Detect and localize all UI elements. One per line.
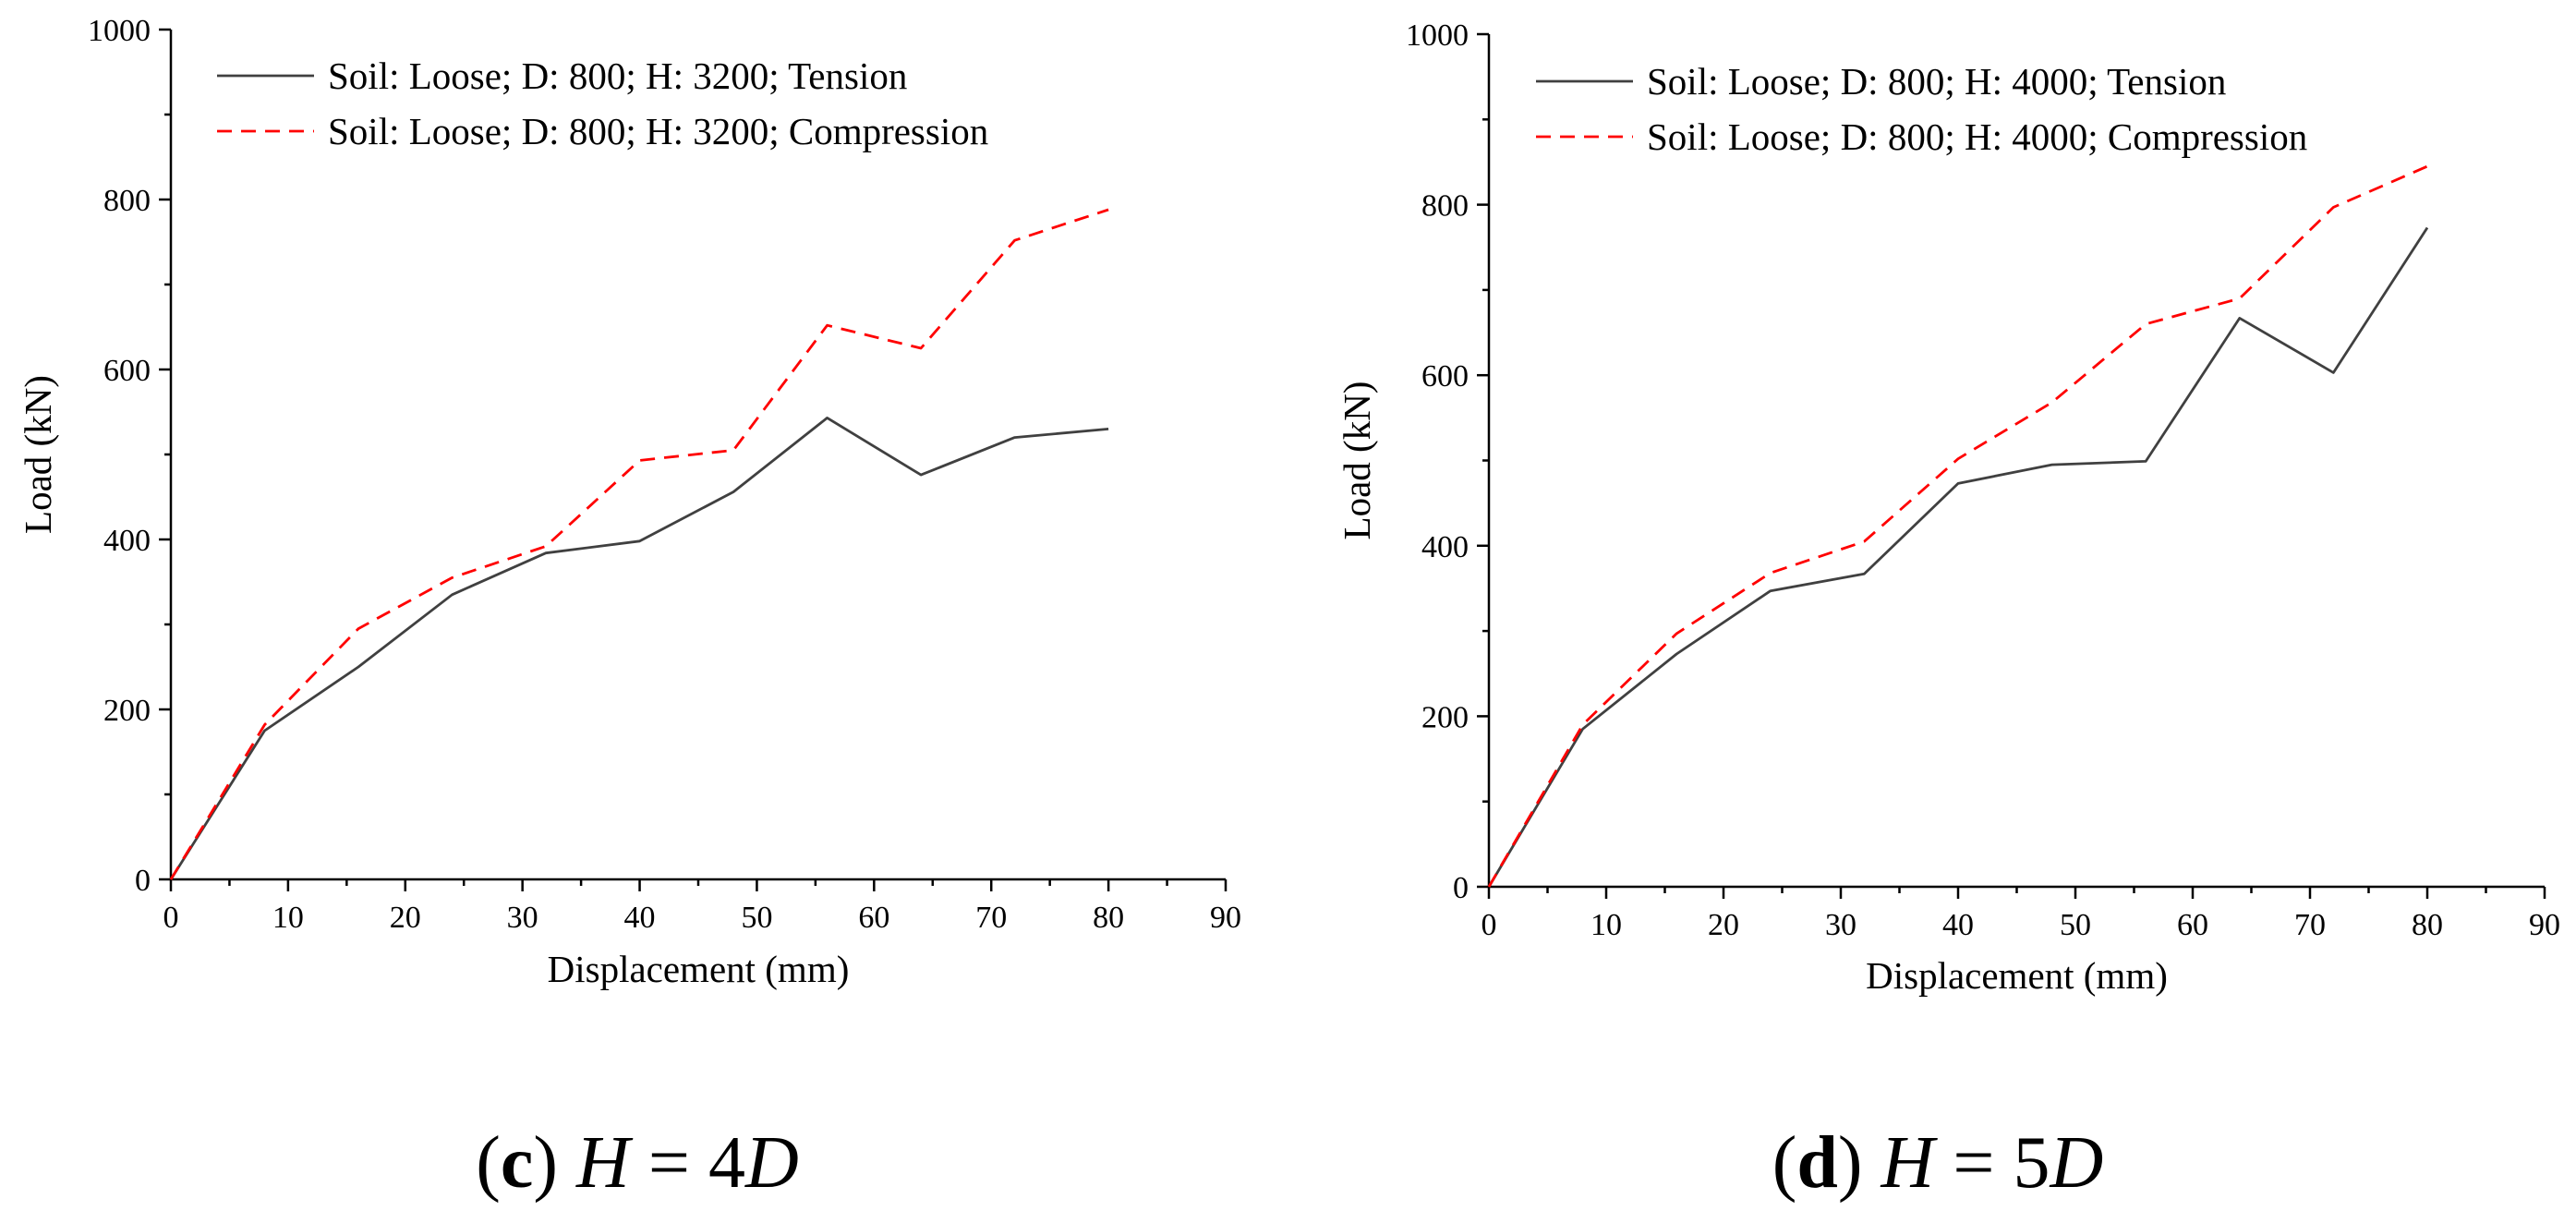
chart-d-x-tick-label: 60 [2177,908,2208,942]
chart-d-y-axis-title: Load (kN) [1336,381,1378,540]
chart-d-y-tick-label: 0 [1453,871,1469,905]
chart-d-x-tick-label: 0 [1482,908,1497,942]
chart-d-y-tick-label: 1000 [1406,18,1469,53]
chart-d-caption-part: D [2049,1122,2103,1204]
chart-c-legend-label: Soil: Loose; D: 800; H: 3200; Tension [328,54,907,97]
chart-c-x-tick-label: 50 [741,901,772,935]
chart-c-x-tick-label: 90 [1210,901,1241,935]
chart-c-x-tick-label: 40 [624,901,656,935]
chart-c-x-tick-label: 20 [390,901,421,935]
chart-d-caption: (d) H = 5D [1772,1122,2103,1204]
chart-d-x-tick-label: 30 [1825,908,1856,942]
chart-d-x-tick-label: 20 [1708,908,1739,942]
chart-d-x-tick-label: 90 [2529,908,2560,942]
chart-c-x-tick-label: 0 [163,901,179,935]
chart-d-y-tick-label: 400 [1421,530,1469,564]
chart-d-legend-label: Soil: Loose; D: 800; H: 4000; Compressio… [1647,115,2307,158]
chart-d-caption-part: H [1881,1122,1939,1204]
chart-c-caption-part: = [630,1122,708,1204]
chart-c-caption-part: H [575,1122,634,1204]
chart-c-x-tick-label: 80 [1093,901,1124,935]
chart-panel-c: 0 10 20 30 40 50 60 70 80 90 0 200 400 600 800 1000 Disp… [17,14,1241,1204]
chart-d-caption-part: ) [1838,1122,1881,1204]
chart-c-caption-part: 4 [708,1122,745,1204]
chart-c-x-tick-label: 70 [975,901,1007,935]
chart-panel-d: 0 10 20 30 40 50 60 70 80 90 0 200 400 600 800 1000 Disp… [1336,18,2560,1204]
chart-c-caption-part: c [501,1122,534,1204]
chart-d-x-tick-label: 10 [1590,908,1622,942]
chart-c-caption-part: ( [476,1122,501,1204]
chart-c-y-tick-label: 200 [103,694,151,728]
chart-c-caption-part: D [744,1122,799,1204]
chart-c-caption: (c) H = 4D [476,1122,798,1204]
chart-c-y-tick-label: 800 [103,184,151,218]
chart-d-caption-part: ( [1772,1122,1797,1204]
chart-d-series-tension-line [1487,226,2429,888]
chart-d-x-tick-label: 40 [1942,908,1974,942]
chart-d-x-tick-label: 70 [2294,908,2326,942]
chart-c-series-tension-line [169,416,1109,880]
chart-d-caption-part: 5 [2013,1122,2050,1204]
chart-c-x-tick-label: 60 [858,901,889,935]
chart-d-x-axis-title: Displacement (mm) [1866,954,2168,997]
chart-d-legend-label: Soil: Loose; D: 800; H: 4000; Tension [1647,60,2226,103]
chart-c-x-axis-title: Displacement (mm) [548,948,850,990]
chart-c-x-tick-label: 30 [507,901,538,935]
chart-c-y-tick-label: 600 [103,354,151,388]
chart-d-caption-part: = [1934,1122,2013,1204]
chart-c-y-tick-label: 0 [135,864,151,898]
chart-d-y-tick-label: 200 [1421,700,1469,734]
chart-c-caption-part: ) [533,1122,576,1204]
chart-c-y-axis-title: Load (kN) [17,375,59,534]
chart-d-y-tick-label: 800 [1421,189,1469,224]
chart-d-x-tick-label: 50 [2060,908,2091,942]
chart-d-x-tick-label: 80 [2412,908,2443,942]
chart-d-series-compression-line [1487,164,2428,888]
chart-c-y-tick-label: 400 [103,524,151,558]
chart-c-y-tick-label: 1000 [88,14,151,48]
chart-d-caption-part: d [1796,1122,1838,1204]
chart-c-x-tick-label: 10 [272,901,304,935]
chart-d-y-tick-label: 600 [1421,359,1469,394]
chart-c-series-compression-line [169,208,1109,880]
chart-c-legend-label: Soil: Loose; D: 800; H: 3200; Compressio… [328,110,988,152]
